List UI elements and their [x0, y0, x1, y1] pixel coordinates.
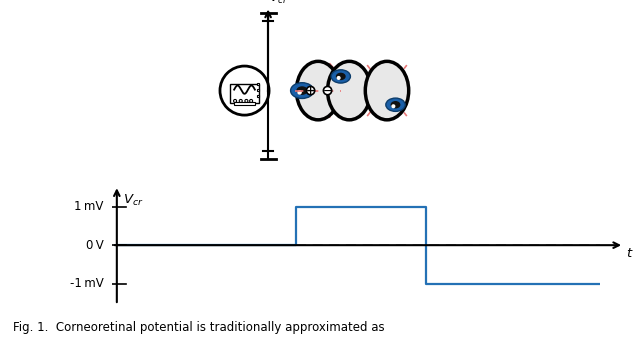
Text: 1 mV: 1 mV: [74, 200, 103, 213]
Text: $t$: $t$: [627, 247, 634, 260]
Ellipse shape: [291, 83, 314, 98]
Text: Fig. 1.  Corneoretinal potential is traditionally approximated as: Fig. 1. Corneoretinal potential is tradi…: [13, 320, 385, 334]
Bar: [257, 89, 259, 91]
Circle shape: [220, 66, 269, 115]
Text: $V_{cr}$: $V_{cr}$: [123, 192, 143, 208]
Circle shape: [337, 76, 340, 79]
Text: −: −: [323, 86, 332, 96]
Circle shape: [307, 86, 315, 95]
Text: $V_{cr}$: $V_{cr}$: [269, 0, 289, 6]
Circle shape: [245, 99, 248, 102]
Bar: [234, 102, 255, 105]
Circle shape: [250, 99, 253, 102]
Ellipse shape: [365, 61, 409, 120]
Ellipse shape: [297, 87, 307, 94]
Circle shape: [234, 99, 237, 102]
Bar: [257, 83, 259, 86]
Circle shape: [298, 91, 301, 94]
Text: -1 mV: -1 mV: [70, 277, 103, 290]
Ellipse shape: [337, 73, 345, 80]
Text: +: +: [306, 86, 315, 96]
Circle shape: [392, 105, 395, 108]
Ellipse shape: [391, 102, 400, 108]
Ellipse shape: [386, 98, 405, 112]
Ellipse shape: [331, 70, 351, 83]
FancyBboxPatch shape: [230, 84, 259, 103]
Circle shape: [323, 86, 332, 95]
Text: 0 V: 0 V: [86, 239, 103, 252]
Ellipse shape: [296, 61, 340, 120]
Circle shape: [239, 99, 243, 102]
Bar: [257, 95, 259, 97]
Ellipse shape: [328, 61, 371, 120]
